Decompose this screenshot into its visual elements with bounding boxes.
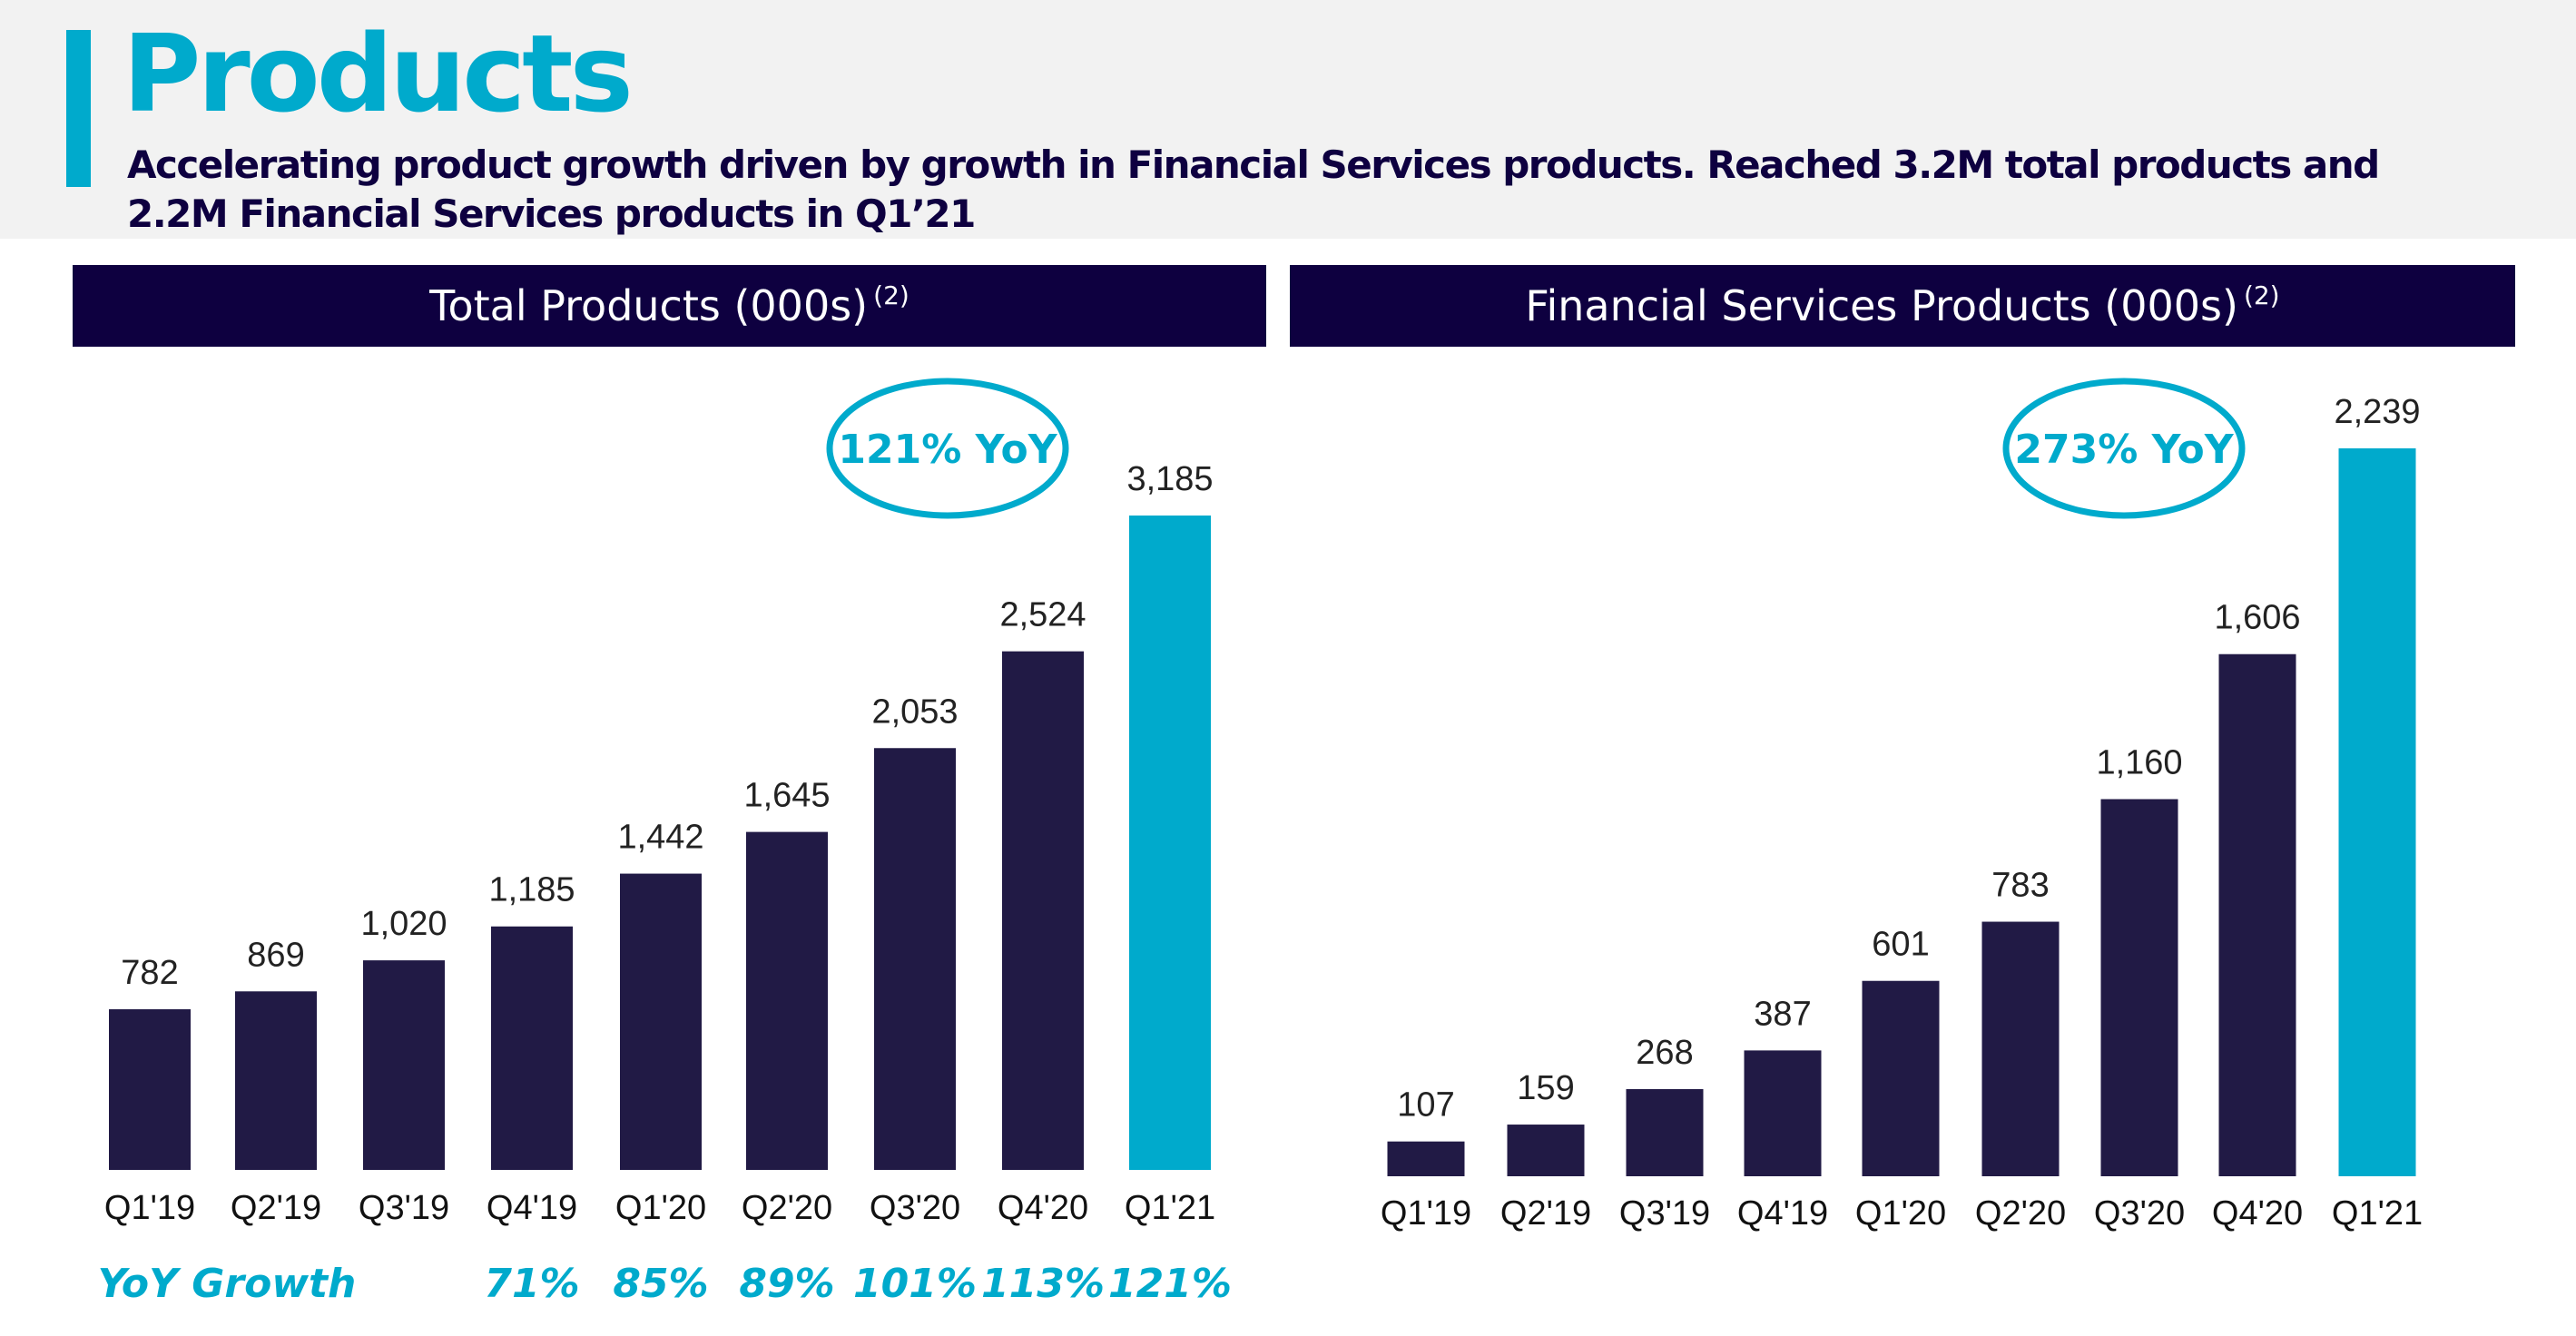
category-label: Q4'19 xyxy=(487,1189,577,1227)
data-label: 1,020 xyxy=(360,905,447,943)
data-label: 1,442 xyxy=(617,819,703,857)
bar-Q3'20 xyxy=(874,748,956,1170)
header-band xyxy=(0,0,2576,239)
data-label: 782 xyxy=(121,954,178,992)
category-label: Q4'20 xyxy=(2212,1194,2303,1233)
category-label: Q3'19 xyxy=(359,1189,449,1227)
bar-Q1'19 xyxy=(1387,1141,1465,1176)
bar-Q2'19 xyxy=(235,991,317,1170)
category-label: Q3'19 xyxy=(1619,1194,1710,1233)
data-label: 1,185 xyxy=(488,871,575,909)
callout-text: 273% YoY xyxy=(2014,427,2234,473)
category-label: Q1'21 xyxy=(1125,1189,1215,1227)
yoy-growth-value: 89% xyxy=(739,1261,834,1307)
bar-Q3'20 xyxy=(2100,799,2178,1176)
bar-Q4'19 xyxy=(491,926,573,1170)
financial-services-chart-title: Financial Services Products (000s) (2) xyxy=(1290,265,2515,347)
bar-Q3'19 xyxy=(1626,1089,1704,1176)
page-subtitle: Accelerating product growth driven by gr… xyxy=(127,142,2380,236)
bar-Q2'19 xyxy=(1507,1125,1585,1176)
bar-Q1'20 xyxy=(620,873,702,1170)
bar-Q4'19 xyxy=(1744,1050,1822,1176)
category-label: Q3'20 xyxy=(870,1189,960,1227)
category-label: Q1'19 xyxy=(104,1189,195,1227)
footnote-marker: (2) xyxy=(873,280,909,310)
bar-Q3'19 xyxy=(363,960,445,1170)
data-label: 3,185 xyxy=(1126,460,1213,498)
title-accent-bar xyxy=(66,30,91,187)
data-label: 1,160 xyxy=(2096,743,2182,781)
chart-title-text: Financial Services Products (000s) xyxy=(1525,281,2238,330)
data-label: 387 xyxy=(1754,995,1811,1033)
bar-Q1'21 xyxy=(2338,448,2416,1176)
yoy-growth-value: 85% xyxy=(613,1261,708,1307)
category-label: Q4'19 xyxy=(1737,1194,1828,1233)
category-label: Q2'20 xyxy=(742,1189,832,1227)
bar-Q4'20 xyxy=(2218,653,2296,1176)
bar-Q1'20 xyxy=(1862,980,1940,1176)
data-label: 1,606 xyxy=(2214,599,2300,637)
data-label: 783 xyxy=(1991,867,2049,905)
data-label: 2,239 xyxy=(2334,393,2420,431)
data-label: 2,524 xyxy=(999,596,1086,634)
data-label: 268 xyxy=(1636,1034,1693,1072)
bar-Q1'21 xyxy=(1129,516,1211,1170)
yoy-growth-value: 71% xyxy=(484,1261,579,1307)
chart-title-text: Total Products (000s) xyxy=(429,281,869,330)
footnote-marker: (2) xyxy=(2243,280,2280,310)
category-label: Q4'20 xyxy=(998,1189,1088,1227)
yoy-growth-value: 121% xyxy=(1108,1261,1232,1307)
data-label: 2,053 xyxy=(871,693,958,731)
category-label: Q3'20 xyxy=(2094,1194,2185,1233)
bar-Q2'20 xyxy=(746,831,828,1170)
callout-text: 121% YoY xyxy=(838,427,1057,473)
callout-oval xyxy=(826,378,1069,519)
callout-oval xyxy=(2002,378,2246,519)
bar-Q4'20 xyxy=(1002,651,1084,1170)
category-label: Q1'19 xyxy=(1381,1194,1471,1233)
category-label: Q2'19 xyxy=(231,1189,321,1227)
category-label: Q2'19 xyxy=(1500,1194,1591,1233)
category-label: Q1'20 xyxy=(615,1189,706,1227)
category-label: Q1'20 xyxy=(1855,1194,1946,1233)
yoy-growth-value: 101% xyxy=(853,1261,977,1307)
bar-Q2'20 xyxy=(1981,921,2060,1176)
data-label: 159 xyxy=(1517,1069,1574,1107)
yoy-growth-label: YoY Growth xyxy=(98,1261,357,1307)
yoy-growth-value: 113% xyxy=(981,1261,1105,1307)
category-label: Q1'21 xyxy=(2332,1194,2423,1233)
data-label: 1,645 xyxy=(743,777,830,815)
data-label: 601 xyxy=(1872,926,1929,964)
page-title: Products xyxy=(123,11,634,136)
data-label: 107 xyxy=(1397,1086,1454,1125)
bar-Q1'19 xyxy=(109,1008,191,1170)
total-products-chart-title: Total Products (000s) (2) xyxy=(73,265,1266,347)
category-label: Q2'20 xyxy=(1975,1194,2066,1233)
data-label: 869 xyxy=(247,936,304,974)
